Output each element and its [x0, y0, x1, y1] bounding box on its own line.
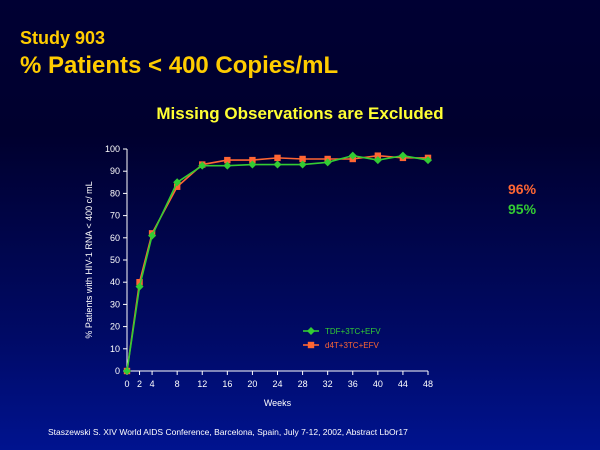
data-point-diamond — [135, 282, 144, 291]
data-point-diamond — [323, 158, 332, 167]
x-tick-label: 32 — [323, 379, 333, 389]
data-point-diamond — [298, 160, 307, 169]
y-tick-label: 10 — [110, 344, 120, 354]
x-tick-label: 12 — [197, 379, 207, 389]
x-axis-label: Weeks — [264, 398, 292, 408]
data-point-square — [299, 155, 306, 163]
data-point-diamond — [398, 151, 407, 160]
x-tick-label: 8 — [175, 379, 180, 389]
study-label: Study 903 — [20, 28, 106, 48]
y-tick-label: 30 — [110, 299, 120, 309]
data-point-square — [274, 154, 281, 162]
data-point-square — [249, 156, 256, 164]
data-point-diamond — [173, 178, 182, 187]
y-axis-label: % Patients with HIV-1 RNA < 400 c/ mL — [84, 181, 94, 338]
page-title: % Patients < 400 Copies/mL — [20, 52, 339, 79]
x-tick-label: 44 — [398, 379, 408, 389]
x-tick-label: 0 — [124, 379, 129, 389]
x-tick-label: 48 — [423, 379, 433, 389]
y-tick-label: 100 — [105, 144, 120, 154]
data-point-diamond — [348, 151, 357, 160]
data-point-square — [307, 341, 315, 349]
series-line — [126, 154, 428, 372]
data-point-diamond — [273, 160, 282, 169]
y-tick-label: 20 — [110, 322, 120, 332]
series-line — [126, 154, 429, 372]
x-tick-label: 4 — [150, 379, 155, 389]
x-tick-label: 24 — [272, 379, 282, 389]
chart-series-layer — [123, 151, 432, 375]
data-point-diamond — [123, 367, 131, 375]
citation-footer: Staszewski S. XIV World AIDS Conference,… — [48, 427, 408, 437]
callout-d4t-percentage: 96% — [508, 181, 537, 197]
data-point-diamond — [223, 161, 232, 170]
data-point-square — [173, 183, 181, 190]
x-tick-label: 16 — [222, 379, 232, 389]
x-tick-label: 40 — [373, 379, 383, 389]
data-point-square — [136, 279, 143, 286]
legend-label: TDF+3TC+EFV — [325, 327, 381, 336]
y-tick-label: 90 — [110, 166, 120, 176]
x-tick-label: 36 — [348, 379, 358, 389]
data-point-diamond — [307, 327, 315, 335]
y-tick-label: 70 — [110, 211, 120, 221]
y-tick-label: 80 — [110, 188, 120, 198]
x-tick-label: 20 — [247, 379, 257, 389]
x-tick-label: 28 — [298, 379, 308, 389]
data-point-diamond — [198, 161, 207, 170]
y-tick-label: 60 — [110, 233, 120, 243]
data-point-diamond — [148, 231, 157, 240]
data-point-square — [374, 152, 382, 159]
y-tick-label: 40 — [110, 277, 120, 287]
data-point-square — [224, 156, 231, 164]
data-point-diamond — [248, 160, 257, 169]
callout-tdf-percentage: 95% — [508, 201, 537, 217]
y-tick-label: 50 — [110, 255, 120, 265]
legend-label: d4T+3TC+EFV — [325, 341, 379, 350]
data-point-diamond — [373, 156, 382, 165]
chart-subtitle: Missing Observations are Excluded — [156, 104, 444, 123]
data-point-diamond — [424, 156, 432, 165]
chart-legend: TDF+3TC+EFV d4T+3TC+EFV — [303, 327, 381, 350]
x-tick-label: 2 — [137, 379, 142, 389]
y-tick-label: 0 — [115, 366, 120, 376]
